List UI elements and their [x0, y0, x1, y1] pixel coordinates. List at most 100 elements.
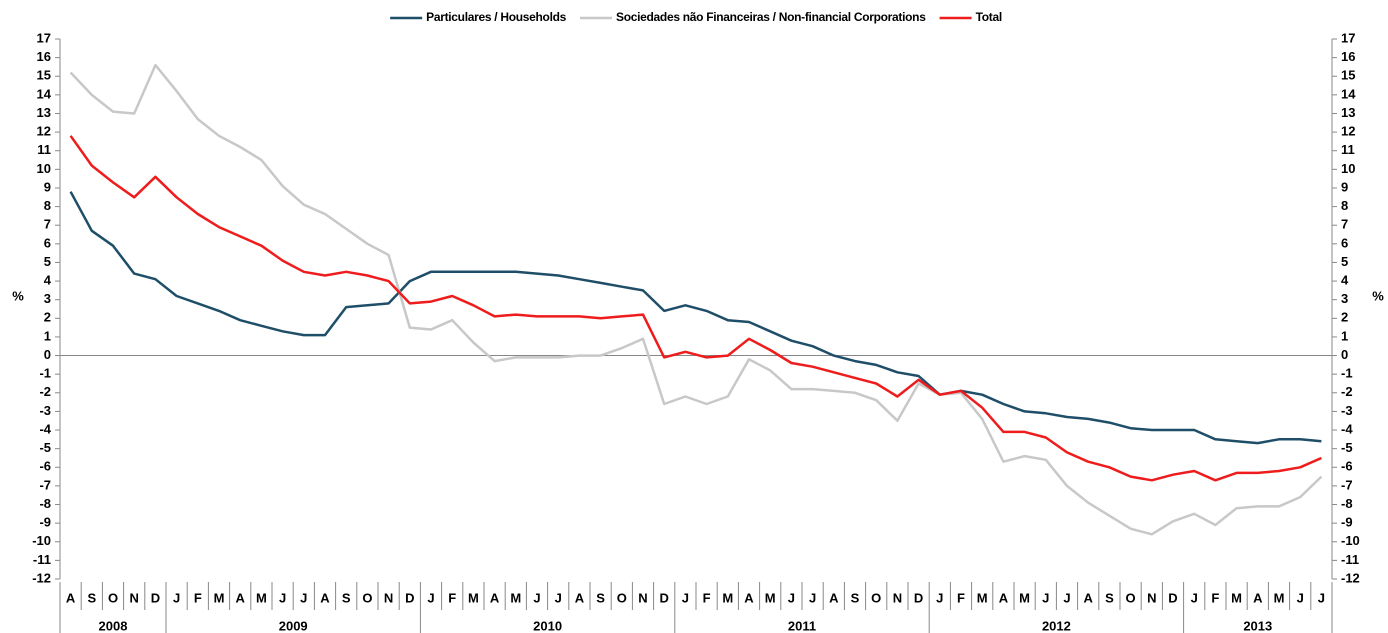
- y2-tick-label: 0: [1341, 347, 1348, 362]
- y2-tick-label: 16: [1341, 49, 1355, 64]
- year-label: 2012: [1042, 618, 1071, 633]
- x-tick-label: F: [957, 590, 965, 605]
- x-tick-label: M: [722, 590, 733, 605]
- x-tick-label: N: [130, 590, 139, 605]
- y2-tick-label: 9: [1341, 179, 1348, 194]
- y-tick-label: 0: [44, 347, 51, 362]
- x-tick-label: J: [788, 590, 795, 605]
- y-tick-label: 2: [44, 310, 51, 325]
- x-tick-label: M: [256, 590, 267, 605]
- x-tick-label: A: [66, 590, 76, 605]
- x-tick-label: F: [1211, 590, 1219, 605]
- y-tick-label: -6: [39, 459, 51, 474]
- year-label: 2013: [1243, 618, 1272, 633]
- year-label: 2010: [533, 618, 562, 633]
- x-tick-label: J: [1297, 590, 1304, 605]
- y2-tick-label: 8: [1341, 198, 1348, 213]
- y2-tick-label: -5: [1341, 440, 1353, 455]
- series-line: [69, 135, 1322, 482]
- y-tick-label: 15: [37, 68, 51, 83]
- y-tick-label: -8: [39, 496, 51, 511]
- x-tick-label: J: [555, 590, 562, 605]
- x-tick-label: D: [151, 590, 160, 605]
- x-tick-label: A: [236, 590, 246, 605]
- y2-tick-label: -9: [1341, 515, 1353, 530]
- y2-tick-label: 12: [1341, 124, 1355, 139]
- x-tick-label: D: [660, 590, 669, 605]
- x-tick-label: A: [1084, 590, 1094, 605]
- y-tick-label: 12: [37, 124, 51, 139]
- y2-tick-label: -3: [1341, 403, 1353, 418]
- x-tick-label: A: [744, 590, 754, 605]
- legend-label: Total: [976, 10, 1002, 24]
- x-tick-label: M: [468, 590, 479, 605]
- x-tick-label: O: [1126, 590, 1136, 605]
- series-line: [69, 63, 1323, 536]
- y2-tick-label: -1: [1341, 366, 1353, 381]
- y-tick-label: 7: [44, 217, 51, 232]
- y-tick-label: 17: [37, 30, 51, 45]
- y-tick-label: -12: [32, 570, 51, 585]
- y2-tick-label: 7: [1341, 217, 1348, 232]
- y2-tick-label: -4: [1341, 421, 1353, 436]
- x-tick-label: M: [1231, 590, 1242, 605]
- x-tick-label: J: [682, 590, 689, 605]
- x-tick-label: A: [1253, 590, 1263, 605]
- x-tick-label: M: [214, 590, 225, 605]
- y2-tick-label: 4: [1341, 273, 1349, 288]
- x-tick-label: N: [1147, 590, 1156, 605]
- y-tick-label: 14: [37, 86, 52, 101]
- y-tick-label: -4: [39, 421, 51, 436]
- x-tick-label: O: [108, 590, 118, 605]
- x-tick-label: M: [977, 590, 988, 605]
- y-tick-label: 8: [44, 198, 51, 213]
- y-tick-label: 5: [44, 254, 51, 269]
- x-tick-label: J: [1042, 590, 1049, 605]
- y2-tick-label: 6: [1341, 235, 1348, 250]
- x-tick-label: O: [362, 590, 372, 605]
- x-tick-label: S: [87, 590, 96, 605]
- x-tick-label: A: [829, 590, 839, 605]
- y-tick-label: -3: [39, 403, 51, 418]
- y-tick-label: 11: [37, 142, 51, 157]
- y-tick-label: -2: [39, 384, 51, 399]
- x-tick-label: M: [765, 590, 776, 605]
- y2-tick-label: -6: [1341, 459, 1353, 474]
- x-tick-label: S: [596, 590, 605, 605]
- year-label: 2011: [788, 618, 816, 633]
- y2-axis-label: %: [1372, 288, 1384, 303]
- y2-tick-label: 17: [1341, 30, 1355, 45]
- y-tick-label: -10: [32, 533, 51, 548]
- x-tick-label: J: [300, 590, 307, 605]
- y-axis-label: %: [12, 288, 24, 303]
- x-tick-label: S: [342, 590, 351, 605]
- x-tick-label: M: [1019, 590, 1030, 605]
- y-tick-label: -9: [39, 515, 51, 530]
- year-label: 2009: [279, 618, 308, 633]
- x-tick-label: A: [575, 590, 585, 605]
- x-tick-label: O: [871, 590, 881, 605]
- y-tick-label: 10: [37, 161, 51, 176]
- y-tick-label: 3: [44, 291, 51, 306]
- x-tick-label: N: [384, 590, 393, 605]
- y2-tick-label: 3: [1341, 291, 1348, 306]
- x-tick-label: N: [893, 590, 902, 605]
- y2-tick-label: -12: [1341, 570, 1360, 585]
- legend-label: Sociedades não Financeiras / Non-financi…: [616, 10, 926, 24]
- x-tick-label: O: [617, 590, 627, 605]
- x-tick-label: J: [809, 590, 816, 605]
- x-tick-label: J: [427, 590, 434, 605]
- y-tick-label: -11: [33, 552, 51, 567]
- x-tick-label: N: [638, 590, 647, 605]
- y2-tick-label: 13: [1341, 105, 1355, 120]
- legend: Particulares / Households Sociedades não …: [390, 10, 1002, 24]
- y2-tick-label: 10: [1341, 161, 1355, 176]
- x-tick-label: S: [1105, 590, 1114, 605]
- y-tick-label: -7: [39, 477, 51, 492]
- x-tick-label: F: [703, 590, 711, 605]
- y2-tick-label: -7: [1341, 477, 1353, 492]
- x-tick-label: D: [1168, 590, 1177, 605]
- y2-tick-label: -2: [1341, 384, 1353, 399]
- y2-tick-label: 1: [1341, 328, 1348, 343]
